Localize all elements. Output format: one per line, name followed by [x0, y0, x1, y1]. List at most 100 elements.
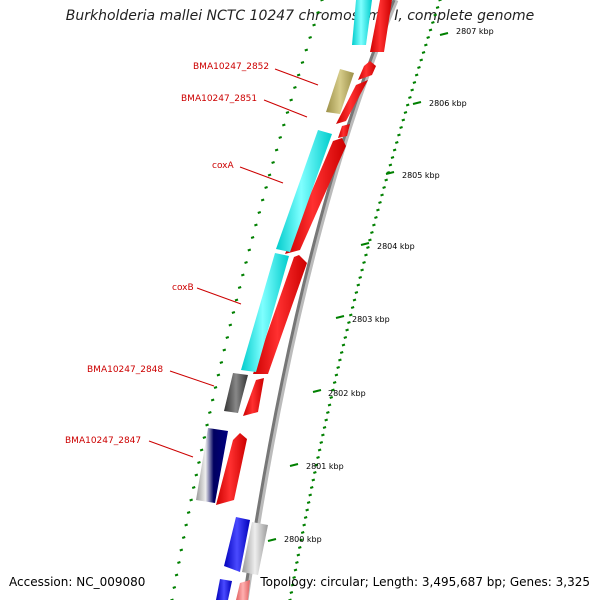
gene-red-2851	[336, 80, 368, 124]
ring-tick	[378, 201, 382, 204]
olive-2852	[326, 69, 354, 114]
ring-tick	[352, 298, 357, 302]
ring-tick	[289, 98, 293, 102]
ring-tick	[174, 573, 179, 577]
ring-tick	[282, 123, 286, 127]
ring-tick	[254, 223, 258, 227]
ring-tick	[370, 231, 374, 234]
forward-genes	[216, 0, 392, 600]
ring-tick	[292, 576, 296, 579]
tick-label-2806: 2806 kbp	[429, 99, 467, 108]
ring-tick	[314, 463, 319, 467]
ring-tick	[241, 273, 245, 277]
ring-tick	[374, 216, 378, 219]
ring-tick	[339, 351, 344, 354]
ring-tick	[394, 141, 399, 144]
ring-tick	[172, 586, 177, 589]
ring-tick	[296, 73, 301, 77]
ring-tick	[341, 343, 346, 347]
ring-tick	[237, 286, 242, 289]
ring-tick	[213, 386, 218, 389]
outer-tick-ring	[288, 0, 442, 600]
tick-label-2807: 2807 kbp	[456, 27, 494, 36]
ring-tick	[356, 283, 361, 287]
ring-tick	[364, 253, 368, 257]
ring-tick	[199, 448, 204, 452]
ring-tick	[177, 561, 181, 564]
ring-tick	[231, 311, 236, 314]
ring-tick	[431, 21, 435, 24]
ring-tick	[354, 291, 359, 294]
ring-tick	[358, 276, 363, 279]
ring-tick	[412, 81, 417, 84]
tick-label-2800: 2800 kbp	[284, 535, 322, 544]
ring-tick	[316, 456, 320, 459]
ring-tick	[435, 6, 440, 9]
ring-tick	[194, 473, 199, 477]
ring-tick	[247, 248, 252, 252]
ring-tick	[433, 13, 438, 17]
ring-tick	[347, 321, 351, 324]
tick-label-2803: 2803 kbp	[352, 315, 390, 324]
ring-tick	[311, 478, 316, 482]
ring-tick	[428, 28, 433, 32]
ring-tick	[424, 43, 428, 47]
ring-tick	[197, 461, 201, 464]
ring-tick	[334, 373, 339, 377]
tick-label-2801: 2801 kbp	[306, 462, 344, 471]
gene-label-2848: BMA10247_2848	[87, 365, 163, 375]
ring-tick	[321, 433, 325, 437]
ring-tick	[271, 161, 275, 164]
ring-tick	[309, 486, 314, 489]
ring-tick	[289, 591, 294, 594]
ring-tick	[293, 568, 298, 572]
ring-tick	[179, 548, 184, 552]
ring-tick	[360, 268, 364, 272]
ring-tick	[306, 501, 311, 504]
ring-tick	[250, 236, 255, 239]
gene-red-2848	[243, 378, 264, 416]
ring-tick	[405, 103, 410, 107]
ring-tick	[336, 366, 340, 369]
ring-tick	[419, 58, 424, 62]
ring-tick	[304, 48, 309, 52]
ring-tick	[426, 36, 430, 39]
ring-tick	[438, 0, 442, 2]
ring-tick	[414, 73, 419, 77]
tick-label-2805: 2805 kbp	[402, 171, 440, 180]
ring-tick	[399, 126, 403, 129]
ring-tick	[191, 486, 196, 489]
ring-tick	[408, 96, 412, 99]
ring-tick	[368, 238, 372, 242]
ring-tick	[417, 66, 421, 69]
gene-red-coxA	[285, 138, 346, 254]
ring-tick	[403, 111, 408, 114]
gene-label-coxA: coxA	[212, 161, 235, 171]
ring-tick	[343, 336, 348, 339]
ring-tick	[316, 11, 320, 14]
ring-tick	[290, 583, 295, 587]
ring-tick	[189, 498, 193, 502]
ring-tick	[308, 493, 313, 497]
ring-tick	[326, 411, 330, 414]
ring-tick	[312, 23, 316, 27]
kbp-ticks: 2807 kbp 2806 kbp 2805 kbp 2804 kbp 2803…	[267, 27, 494, 544]
ring-tick	[260, 198, 265, 202]
ring-tick	[208, 411, 212, 414]
ring-tick	[390, 156, 395, 159]
ring-tick	[264, 186, 268, 189]
darkgray-2848	[224, 373, 248, 413]
ring-tick	[219, 361, 224, 364]
ring-tick	[257, 211, 262, 214]
ring-tick	[384, 178, 388, 182]
gene-label-2847: BMA10247_2847	[65, 436, 141, 446]
ring-tick	[372, 223, 376, 227]
cyan-top	[352, 0, 372, 45]
ring-tick	[320, 0, 324, 2]
ring-tick	[228, 323, 233, 327]
ring-tick	[184, 523, 188, 527]
gene-red-small	[338, 124, 350, 138]
inner-tick-ring	[170, 0, 324, 600]
gene-pink-bottom	[236, 580, 250, 600]
